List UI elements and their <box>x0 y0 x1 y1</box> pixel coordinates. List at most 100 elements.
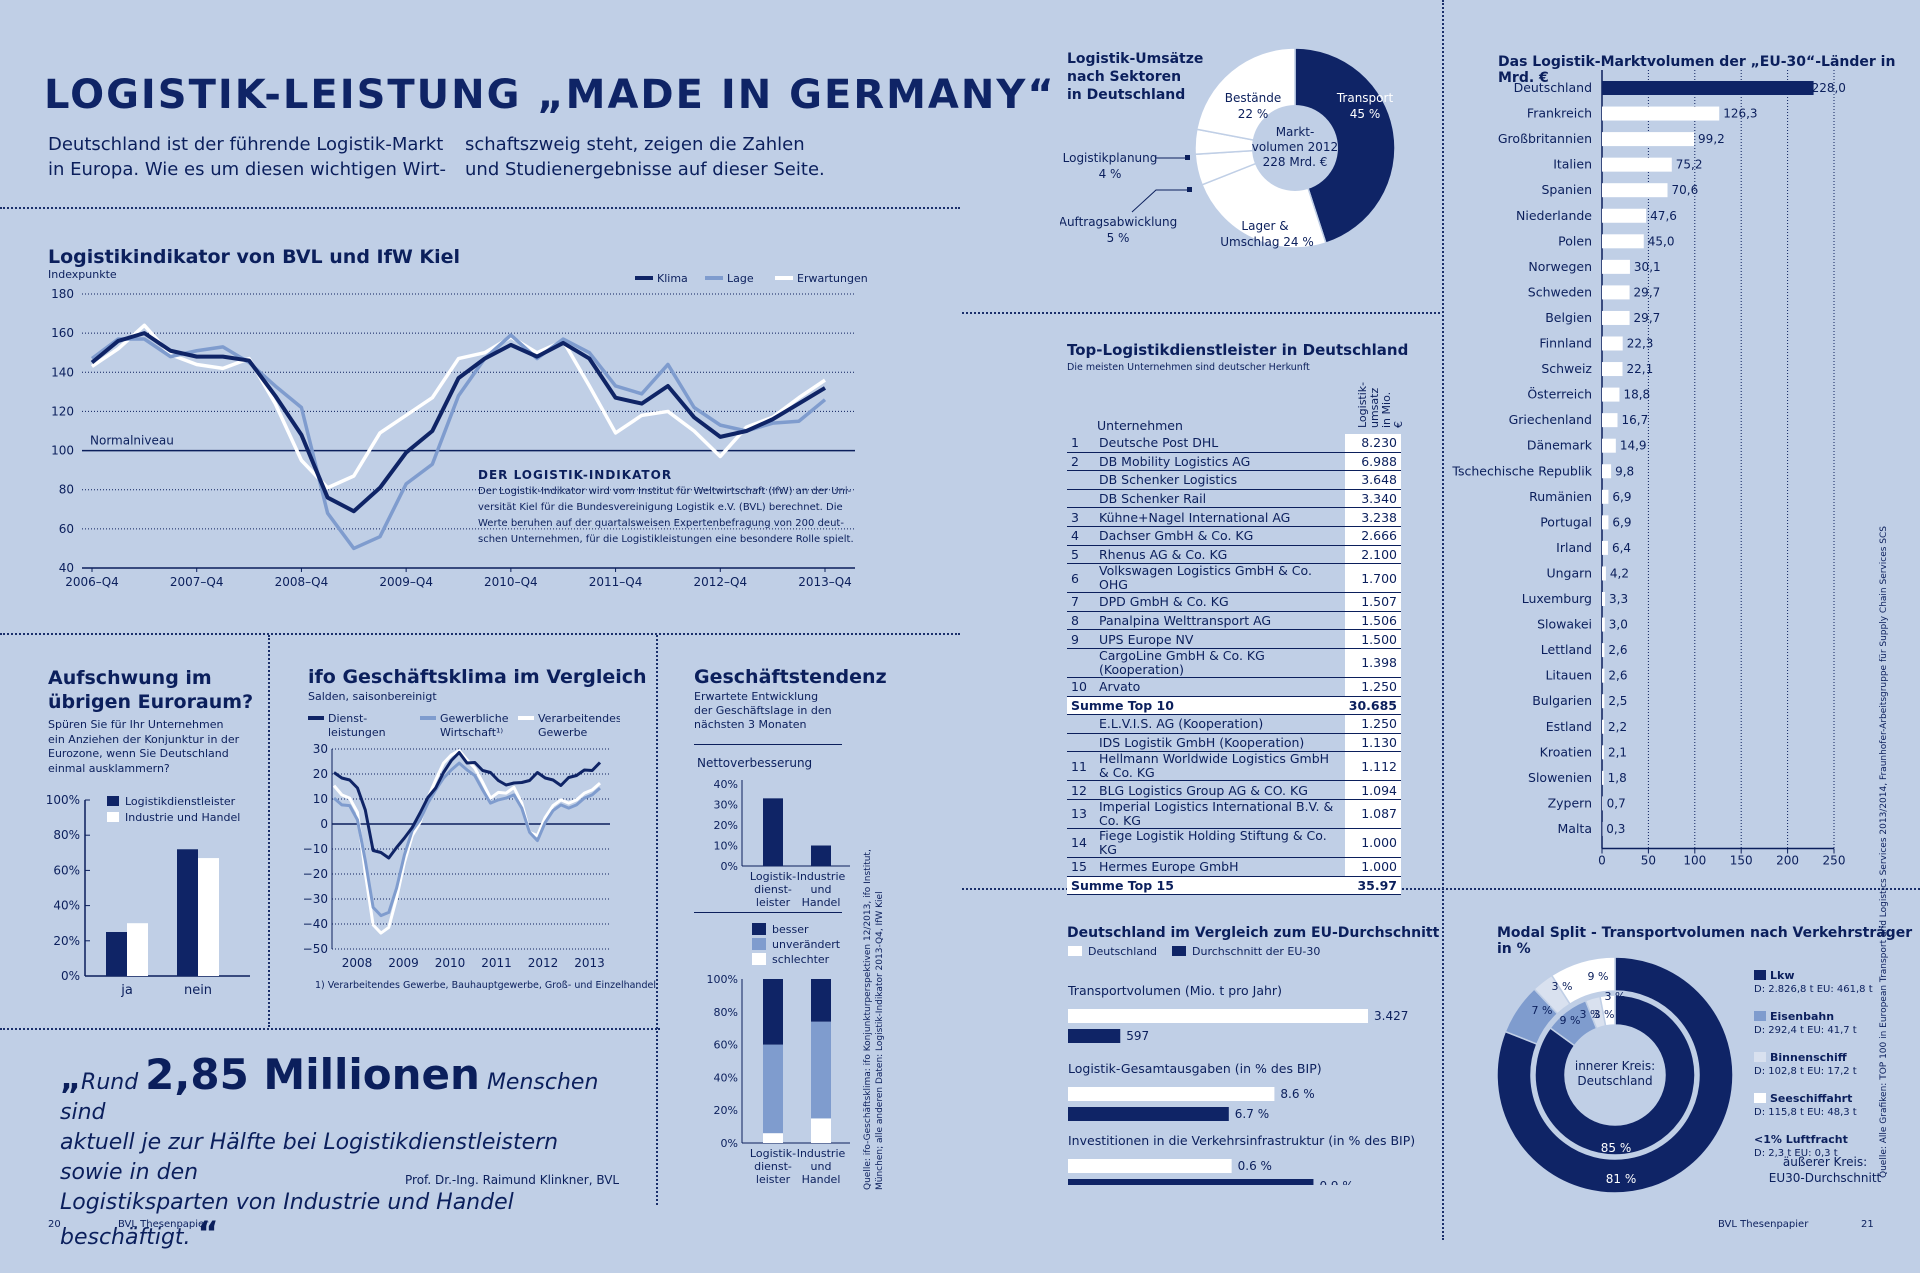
table-cell-rank: 5 <box>1067 545 1095 565</box>
top-table: 1 Deutsche Post DHL 8.230 2 DB Mobility Logi… <box>1067 434 1401 896</box>
ifo-footnote: 1) Verarbeitendes Gewerbe, Bauhauptgewer… <box>315 980 656 991</box>
value-label: 0.6 % <box>1238 1159 1272 1173</box>
table-cell-value: 3.648 <box>1344 470 1401 490</box>
pie-center-label: volumen 2012 <box>1252 140 1338 154</box>
value-label: 47,6 <box>1650 209 1677 223</box>
value-label: 2,1 <box>1608 745 1627 759</box>
tendenz-sub-line: der Geschäftslage in den <box>694 704 832 717</box>
bar-Ungarn <box>1602 566 1606 581</box>
pie-label: Umschlag 24 % <box>1220 235 1314 249</box>
bar-Schweiz <box>1602 362 1623 377</box>
pie-center-label: 228 Mrd. € <box>1263 155 1328 169</box>
normal-level-label: Normalniveau <box>90 434 174 448</box>
aufschwung-text: Spüren Sie für Ihr Unternehmen ein Anzie… <box>48 718 239 776</box>
intro-right: schaftszweig steht, zeigen die Zahlen un… <box>465 132 825 182</box>
pie-leader-dot <box>1185 155 1190 160</box>
pie-title-line: nach Sektoren <box>1067 69 1182 85</box>
x-tick-label: 2007–Q4 <box>170 575 224 589</box>
bar-de-0 <box>1068 1009 1368 1023</box>
value-label: 0,7 <box>1607 796 1626 810</box>
table-cell-value: 3.340 <box>1344 489 1401 509</box>
category-label: Portugal <box>1540 514 1592 529</box>
value-label: 18,8 <box>1623 388 1650 402</box>
indikator-info-box: DER LOGISTIK-INDIKATOR Der Logistik-Indi… <box>478 468 858 548</box>
table-cell-value: 1.700 <box>1344 563 1401 594</box>
legend-detail: D: 2.826,8 t EU: 461,8 t <box>1754 984 1873 995</box>
legend-label: Industrie und Handel <box>125 811 240 824</box>
eu-title: Das Logistik-Marktvolumen der „EU-30“-Lä… <box>1498 54 1896 86</box>
value-label: 9,8 <box>1615 464 1634 478</box>
stack-bar-0-besser <box>763 979 783 1045</box>
table-row: 2 DB Mobility Logistics AG 6.988 <box>1067 452 1401 472</box>
bar-Zypern <box>1602 796 1603 811</box>
y-tick-label: −40 <box>303 917 328 931</box>
legend-label: leistungen <box>328 726 386 739</box>
quote-text: Logistiksparten von Industrie und Handel… <box>60 1190 514 1250</box>
bar-Estland <box>1602 719 1605 734</box>
divider <box>962 888 1920 890</box>
info-box-title: DER LOGISTIK-INDIKATOR <box>478 468 673 482</box>
legend-label: <1% Luftfracht <box>1754 1133 1848 1146</box>
x-tick-label: 2008 <box>342 956 373 970</box>
inner-label: Deutschland <box>1577 1074 1652 1088</box>
y-tick-label: 10 <box>313 792 328 806</box>
source-left: Quelle: ifo-Geschäftsklima: ifo Konjunkt… <box>862 770 886 1190</box>
bar-Frankreich <box>1602 106 1720 121</box>
category-label: Irland <box>1556 540 1592 555</box>
netto-chart: 0% 10% 20% 30% 40% Logistik-dienst-leister Ind… <box>714 778 850 909</box>
y-tick-label: 40% <box>714 1071 738 1084</box>
table-row: 11 Hellmann Worldwide Logistics GmbH & Co… <box>1067 751 1401 782</box>
table-cell-value: 1.250 <box>1344 677 1401 697</box>
table-cell-company: DB Mobility Logistics AG <box>1095 452 1345 472</box>
bar-Litauen <box>1602 668 1605 683</box>
table-cell-company: BLG Logistics Group AG & CO. KG <box>1095 780 1345 800</box>
category-label: Litauen <box>1545 668 1592 683</box>
divider <box>962 312 1440 314</box>
y-tick-label: 60% <box>714 1039 738 1052</box>
quote-close-mark: “ <box>197 1214 219 1252</box>
info-box-line: schen Unternehmen, für die Logistikleist… <box>478 534 854 545</box>
x-tick-label: dienst- <box>754 1160 792 1173</box>
table-row: DB Schenker Logistics 3.648 <box>1067 470 1401 490</box>
table-cell-rank: 6 <box>1067 563 1095 594</box>
table-cell-company: UPS Europe NV <box>1095 629 1345 649</box>
table-cell-value: 1.507 <box>1344 592 1401 612</box>
x-tick-label: 2006–Q4 <box>65 575 119 589</box>
table-cell-rank: 2 <box>1067 452 1095 472</box>
legend-detail: D: 115,8 t EU: 48,3 t <box>1754 1107 1857 1118</box>
value-label: 6.7 % <box>1235 1107 1269 1121</box>
stack-bar-1-schlechter <box>811 1118 831 1143</box>
y-tick-label: −20 <box>303 867 328 881</box>
category-label: Rumänien <box>1529 489 1592 504</box>
aufschwung-text-line: Spüren Sie für Ihr Unternehmen <box>48 718 224 731</box>
x-tick-label: Logistik- <box>750 1147 796 1160</box>
y-tick-label: 40 <box>59 561 74 575</box>
divider <box>0 1028 660 1030</box>
divider <box>694 744 842 745</box>
bar-Tschechische Republik <box>1602 464 1612 479</box>
value-label: 228,0 <box>1812 81 1846 95</box>
ifo-sub: Salden, saisonbereinigt <box>308 690 437 703</box>
table-row: 9 UPS Europe NV 1.500 <box>1067 629 1401 649</box>
bar-Finnland <box>1602 336 1623 351</box>
value-label: 2,6 <box>1608 669 1627 683</box>
category-label: Norwegen <box>1528 259 1592 274</box>
donut-value-label: 3 % <box>1580 1008 1601 1021</box>
quote-text: Rund <box>81 1070 146 1095</box>
y-tick-label: 80% <box>53 828 80 842</box>
y-tick-label: 20% <box>714 819 738 832</box>
vergleich-chart: Deutschland Durchschnitt der EU-30 Transpo… <box>1067 945 1415 1185</box>
bar-Rumänien <box>1602 489 1609 504</box>
value-label: 16,7 <box>1621 413 1648 427</box>
x-tick-label: und <box>811 883 832 896</box>
info-box-line: Der Logistik-Indikator wird vom Institut… <box>478 486 852 497</box>
indikator-title: Logistikindikator von BVL und IfW Kiel <box>48 246 461 268</box>
legend-label: Lkw <box>1770 969 1795 982</box>
table-cell-value: 6.988 <box>1344 452 1401 472</box>
table-cell-company: Volkswagen Logistics GmbH & Co. OHG <box>1095 563 1345 594</box>
x-tick-label: 2009 <box>388 956 419 970</box>
pie-leader-dot <box>1187 187 1192 192</box>
value-label: 6,9 <box>1612 490 1631 504</box>
eu-market-chart: Deutschland 228,0 Frankreich 126,3 Großbrita… <box>1451 70 1846 868</box>
x-tick-label: Logistik- <box>750 870 796 883</box>
